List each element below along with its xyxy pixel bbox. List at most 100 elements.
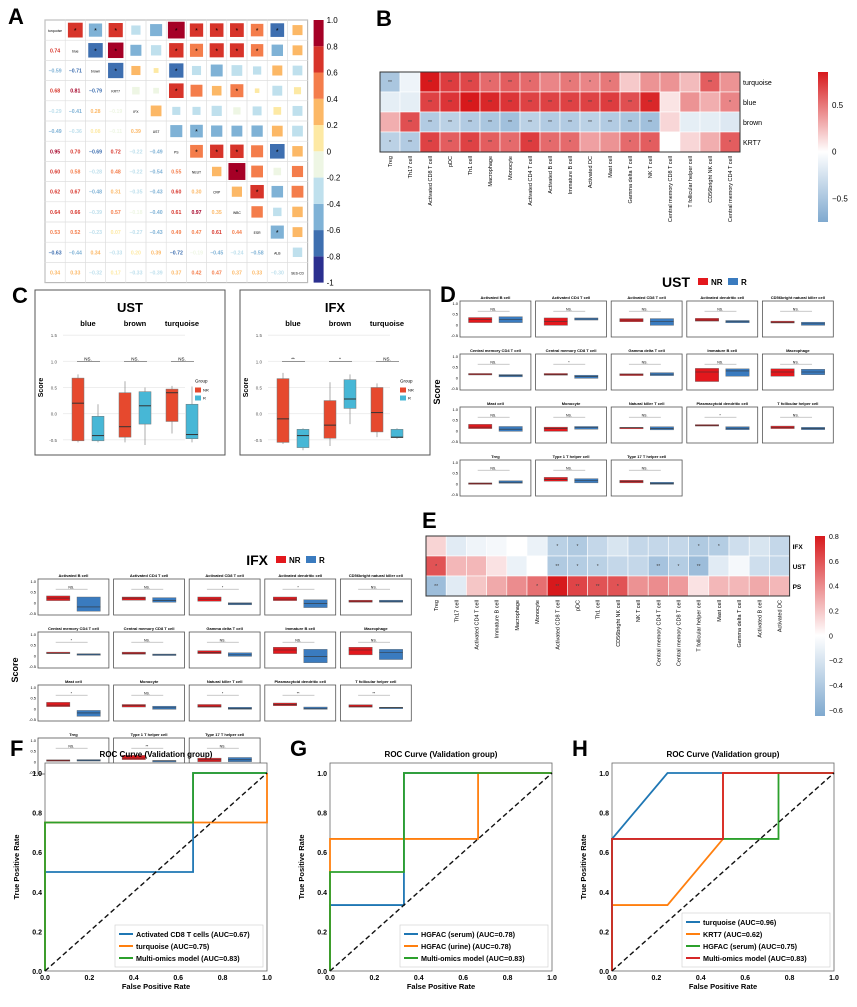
heat-cell [639,71,661,93]
correlation-matrix-panel-a: turquoise * * * * * * * * * 0.74 blue * * * * * * * −0.59 −0… [44,16,341,288]
corr-value: 0.37 [232,271,242,277]
heat-cell [486,535,508,557]
corr-square [231,125,243,137]
heat-cell [668,575,689,597]
corr-square [292,65,303,76]
box [619,427,644,430]
facet-frame [113,631,185,669]
corr-square [169,43,184,58]
corr-value: −0.59 [49,69,62,75]
box [695,368,719,382]
y-tick: 1.5 [256,333,263,338]
box [46,702,71,707]
sig-label: NS. [371,639,377,643]
corr-value: −0.79 [89,89,102,95]
corr-square [132,86,140,95]
significance-mark: ** [588,100,592,106]
heat-cell [659,131,681,153]
x-axis-label: False Positive Rate [689,982,757,991]
colorbar-segment [313,230,324,257]
y-tick: 1.0 [452,354,458,359]
y-tick: 0 [34,600,37,605]
facet-frame [459,353,532,391]
corr-value: −0.41 [69,109,82,115]
facet-title: Activated B cell [59,573,89,578]
corr-square [252,66,262,75]
facet-frame [188,684,261,722]
corr-square [273,167,282,176]
sig-label: NS. [490,308,496,312]
y-tick: 0 [34,653,37,658]
corr-square [169,83,184,98]
facet-title: Central memory CD4 T cell [48,626,99,631]
significance-star: * [256,28,259,35]
corr-square [230,144,244,159]
heat-cell [708,555,730,577]
box [303,599,328,608]
facet-label: turquoise [165,319,199,328]
y-tick: -0.5 [254,438,262,443]
legend-label: Multi-omics model (AUC=0.83) [703,954,807,963]
y-tick: 0.6 [32,850,42,857]
significance-mark: ** [708,80,712,86]
row-label: PS [793,584,802,591]
significance-mark: ** [388,80,392,86]
roc-curve [44,772,267,971]
corr-value: 0.34 [50,271,60,277]
chance-diagonal [611,772,835,972]
corr-square [272,65,283,76]
column-label: Monocyte [535,600,541,624]
box [390,429,404,438]
legend-box [114,924,264,968]
facet-frame [339,684,412,722]
roc-panel-f: ROC Curve (Validation group) 0.00.0 0.2 0.2… [12,750,272,991]
facet-frame [339,578,412,616]
y-axis-label: True Positive Rate [297,834,306,899]
significance-mark: ** [428,140,432,146]
y-tick: -0.5 [29,611,37,616]
box [273,596,297,601]
x-tick: 0.2 [370,975,380,982]
heat-cell [719,111,741,133]
heat-cell [668,535,689,557]
y-tick: 0 [34,706,37,711]
significance-star: * [236,28,239,35]
significance-star: * [94,28,97,35]
legend-swatch [728,278,738,285]
column-label: Treg [434,600,440,611]
significance-star: * [256,190,259,197]
heat-cell [659,71,681,93]
colorbar-tick: 0.4 [327,95,339,104]
significance-mark: ** [555,584,559,590]
sig-label: ** [291,356,295,361]
corr-square [131,25,141,35]
corr-square [293,87,302,95]
facet-title: Central memory CD8 T cell [124,626,175,631]
sig-label: NS. [295,639,301,643]
corr-square [150,24,163,37]
column-label: Central memory CD4 T cell [656,600,662,666]
heat-cell [506,555,528,577]
sig-label: * [71,639,73,643]
heat-cell [679,91,701,113]
column-label: Activated DC [778,600,784,632]
variable-label: turquoise [48,29,62,33]
significance-mark: * [577,564,579,570]
heat-cell [659,111,681,133]
corr-value: 0.64 [50,210,60,216]
column-label: Activated DC [588,156,594,188]
colorbar-tick: −0.5 [832,195,848,204]
box [770,425,795,429]
heat-cell [769,575,790,597]
significance-star: * [215,28,218,35]
significance-mark: ** [428,80,432,86]
heat-cell [506,535,528,557]
x-tick: 0.0 [40,975,50,982]
variable-label: WBC [233,211,241,215]
significance-star: * [175,89,178,96]
corr-value: −0.40 [150,210,163,216]
legend-box [681,912,831,968]
corr-square [108,23,123,38]
corr-value: −0.19 [109,109,122,115]
y-tick: 1.0 [317,771,327,778]
